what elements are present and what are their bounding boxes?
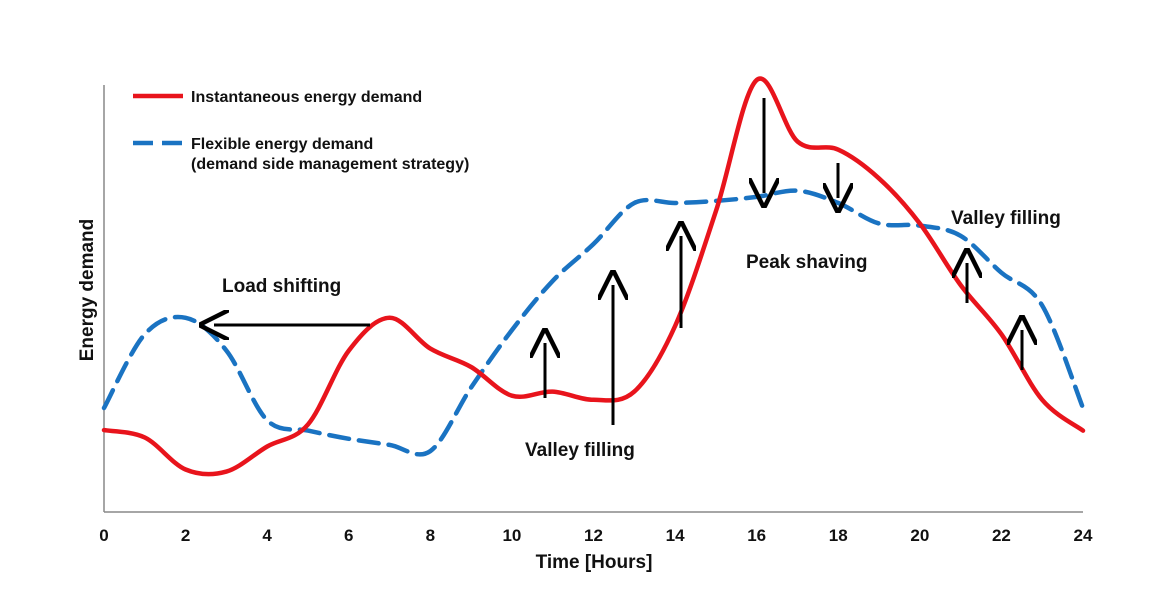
x-tick-label: 12 [584, 526, 603, 545]
series-line-flexible [101, 188, 1086, 457]
x-tick-label: 10 [502, 526, 521, 545]
annotation-load-shifting: Load shifting [222, 276, 341, 297]
x-tick-label: 16 [747, 526, 766, 545]
legend: Instantaneous energy demand Flexible ene… [133, 89, 469, 173]
x-tick-label: 4 [262, 526, 272, 545]
x-tick-label: 18 [829, 526, 848, 545]
annotation-peak-shaving: Peak shaving [746, 252, 867, 273]
x-tick-label: 20 [910, 526, 929, 545]
y-axis-title: Energy demand [77, 219, 98, 362]
x-tick-labels: 0 2 4 6 8 10 12 14 16 18 20 22 24 [99, 526, 1093, 545]
x-tick-label: 24 [1074, 526, 1093, 545]
x-axis-title: Time [Hours] [536, 552, 653, 573]
annotation-arrows [214, 98, 1022, 425]
x-tick-label: 8 [426, 526, 435, 545]
x-tick-label: 0 [99, 526, 108, 545]
x-tick-label: 2 [181, 526, 190, 545]
legend-label-instantaneous: Instantaneous energy demand [191, 89, 422, 106]
x-tick-label: 6 [344, 526, 353, 545]
legend-label-flexible: Flexible energy demand [191, 136, 373, 153]
legend-label-flexible-note: (demand side management strategy) [191, 156, 469, 173]
series-line-instantaneous [101, 76, 1086, 477]
x-tick-label: 14 [666, 526, 685, 545]
x-tick-label: 22 [992, 526, 1011, 545]
annotation-valley-filling-right: Valley filling [951, 208, 1061, 229]
annotation-valley-filling-mid: Valley filling [525, 440, 635, 461]
